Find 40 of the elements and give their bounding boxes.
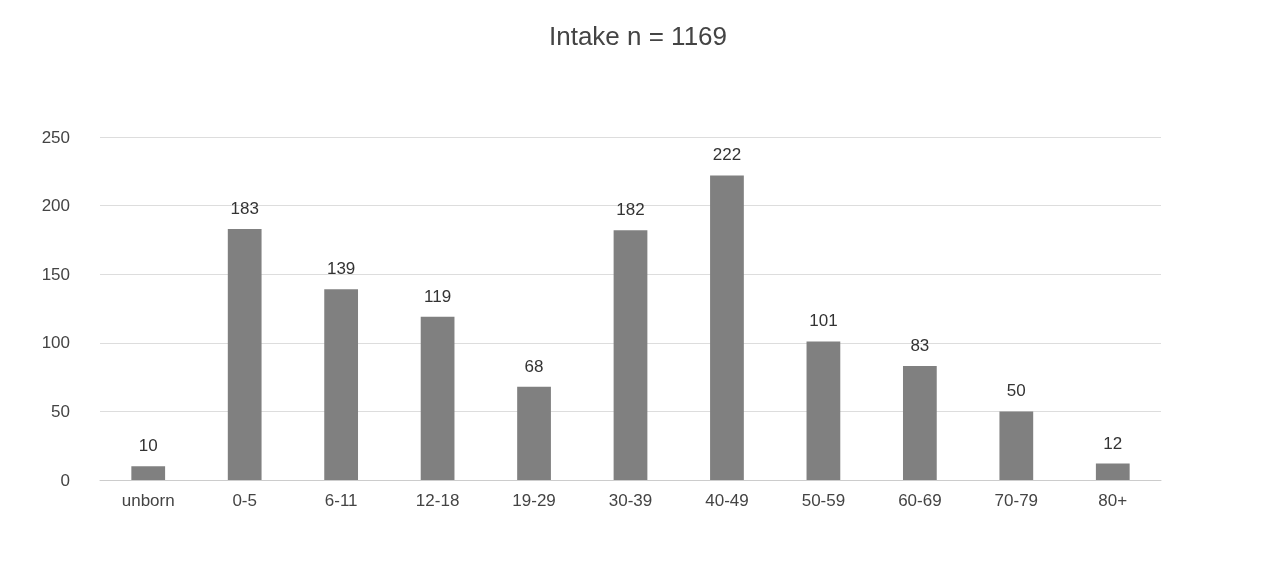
x-tick-label: 50-59 — [801, 491, 846, 510]
chart-title: Intake n = 1169 — [548, 21, 728, 51]
x-tick-label: 0-5 — [232, 491, 257, 510]
x-tick-label: 19-29 — [512, 491, 556, 510]
bar — [420, 316, 455, 480]
data-label: 182 — [616, 200, 645, 220]
x-tick-label: 40-49 — [705, 491, 749, 510]
data-label: 183 — [230, 198, 259, 218]
data-label: 139 — [326, 259, 356, 279]
data-label: 119 — [424, 286, 452, 306]
data-label: 101 — [809, 311, 838, 331]
y-tick-label: 150 — [41, 264, 70, 284]
data-label: 10 — [138, 436, 158, 456]
bar — [902, 366, 937, 480]
bar — [227, 228, 262, 480]
bar — [131, 466, 166, 480]
x-tick-label: 12-18 — [415, 491, 460, 510]
y-tick-label: 250 — [41, 127, 70, 147]
data-label: 222 — [712, 145, 742, 165]
data-label: 68 — [524, 356, 544, 376]
data-label: 50 — [1006, 381, 1026, 401]
data-label: 12 — [1103, 433, 1123, 453]
x-tick-label: unborn — [121, 491, 175, 510]
x-tick-label: 6-11 — [324, 491, 358, 510]
x-tick-label: 80+ — [1098, 491, 1128, 510]
y-tick-label: 50 — [51, 401, 70, 421]
y-tick-label: 100 — [41, 333, 70, 353]
bar — [324, 289, 359, 480]
y-tick-label: 200 — [41, 196, 70, 216]
bar — [517, 386, 551, 480]
bar — [710, 175, 744, 480]
data-label: 83 — [910, 336, 930, 356]
x-tick-label: 60-69 — [898, 491, 942, 510]
x-tick-label: 30-39 — [608, 491, 653, 510]
bar — [613, 230, 648, 480]
bar — [999, 411, 1034, 480]
x-tick-label: 70-79 — [994, 491, 1039, 510]
y-tick-label: 0 — [60, 470, 70, 490]
bar — [1095, 463, 1130, 480]
bar — [806, 341, 841, 480]
